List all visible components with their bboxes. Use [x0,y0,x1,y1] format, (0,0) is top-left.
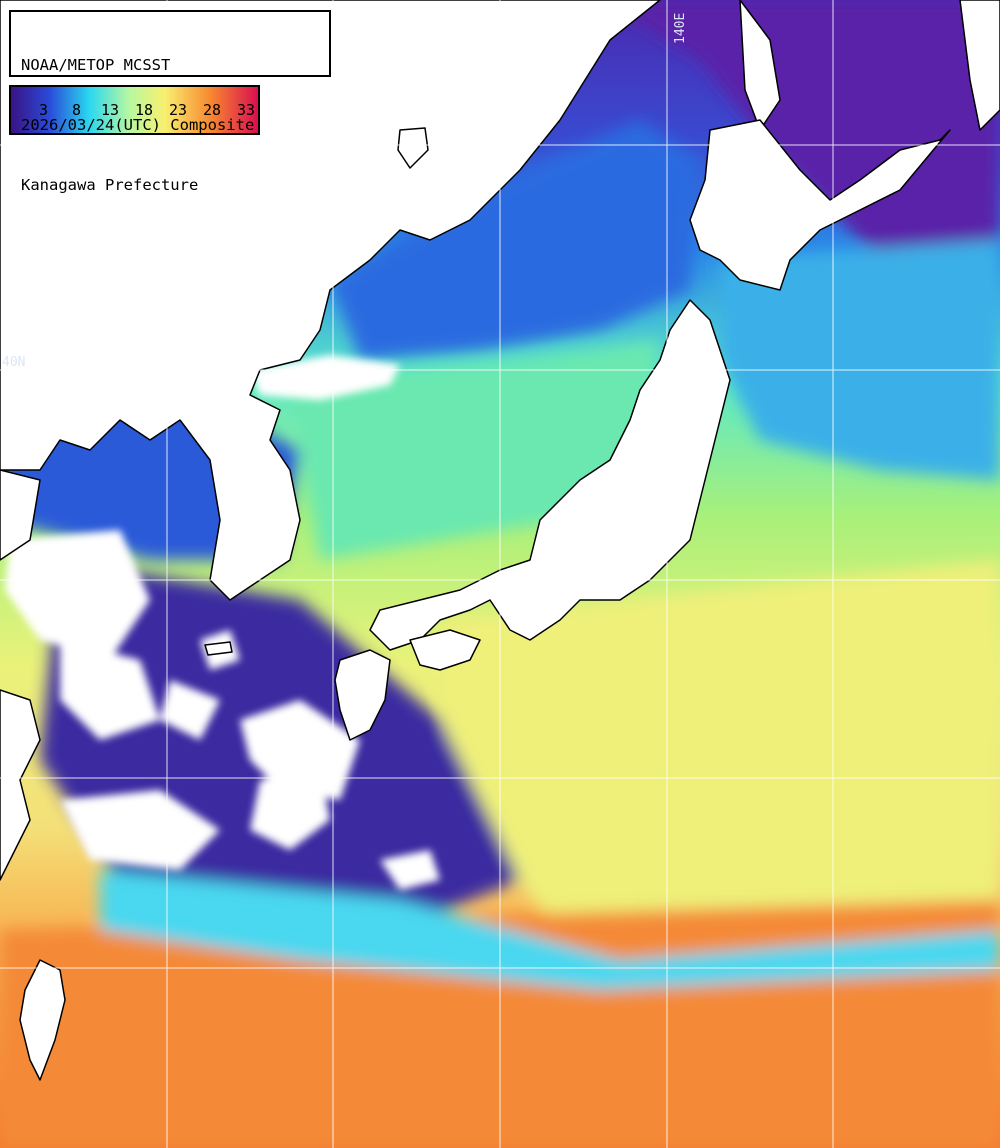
title-line-satellite: NOAA/METOP MCSST [21,56,171,74]
sakhalin [959,0,1000,131]
colorbar-tick-label: 3 [39,101,49,119]
lat-label-40n: 40N [2,355,25,370]
kyushu [334,649,391,741]
colorbar-tick-label: 23 [169,101,188,119]
china-coast [0,469,41,561]
pacific-warm-band [440,560,1000,930]
primorye-coast [739,0,781,131]
hokkaido [689,119,951,291]
rebun-island [397,127,429,169]
colorbar-legend: 3 8 13 18 23 28 33 [9,85,260,135]
sea-of-japan-north [330,120,700,360]
colorbar-tick-label: 33 [237,101,256,119]
cloud-mask [5,355,440,890]
pacific-east-cool [720,240,1000,480]
colorbar-tick-label: 8 [72,101,82,119]
lon-label-140e: 140E [673,13,688,44]
china-coast-south [0,689,41,881]
okhotsk-cold-water [600,0,1000,300]
asia-continent-north [0,0,661,601]
honshu [369,299,731,651]
colorbar-labels: 3 8 13 18 23 28 33 [11,87,258,133]
kuroshio-cyan-band [100,870,1000,990]
colorbar-tick-label: 13 [101,101,120,119]
jeju [204,641,233,656]
colorbar-gradient [9,85,260,135]
colorbar-tick-label: 28 [203,101,222,119]
title-line-source: Kanagawa Prefecture [21,176,199,194]
shikoku [409,629,481,671]
map-title-box: NOAA/METOP MCSST 2026/03/24(UTC) Composi… [9,10,331,194]
title-line-date: 2026/03/24(UTC) Composite [21,116,255,134]
taiwan [19,959,66,1081]
land [0,0,1000,1081]
colorbar-tick-label: 18 [135,101,154,119]
